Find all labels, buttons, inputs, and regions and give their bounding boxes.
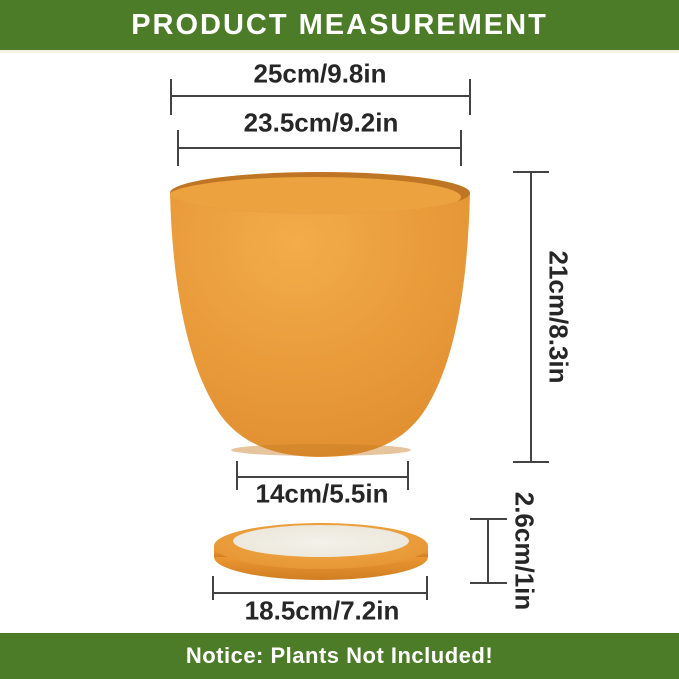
header-banner: PRODUCT MEASUREMENT xyxy=(0,0,679,53)
dim-line-rim-inner xyxy=(177,130,462,166)
dimension-lines xyxy=(170,79,549,600)
dim-label-rim-outer: 25cm/9.8in xyxy=(253,58,387,89)
pot-graphic xyxy=(170,172,470,457)
dim-line-rim-outer xyxy=(170,79,471,115)
dim-label-rim-inner: 23.5cm/9.2in xyxy=(243,107,399,138)
pot-bottom-shade xyxy=(231,444,411,456)
dim-line-saucer-height xyxy=(470,518,507,584)
footer-banner: Notice: Plants Not Included! xyxy=(0,633,679,679)
notice-text: Notice: Plants Not Included! xyxy=(185,643,494,668)
page-title: PRODUCT MEASUREMENT xyxy=(131,8,548,41)
saucer-inner-surface xyxy=(233,525,409,557)
dim-line-pot-height xyxy=(513,171,549,463)
pot-rim-front xyxy=(170,177,461,214)
dim-label-base-width: 14cm/5.5in xyxy=(255,478,389,509)
saucer-graphic xyxy=(214,523,428,580)
dim-line-saucer-width xyxy=(212,576,428,600)
dim-label-saucer-width: 18.5cm/7.2in xyxy=(244,595,400,626)
dim-label-pot-height: 21cm/8.3in xyxy=(543,250,574,384)
pot-opening xyxy=(170,172,470,214)
dim-line-base-width xyxy=(236,461,409,490)
dim-label-saucer-height: 2.6cm/1in xyxy=(509,491,540,611)
pot-body xyxy=(170,172,470,457)
